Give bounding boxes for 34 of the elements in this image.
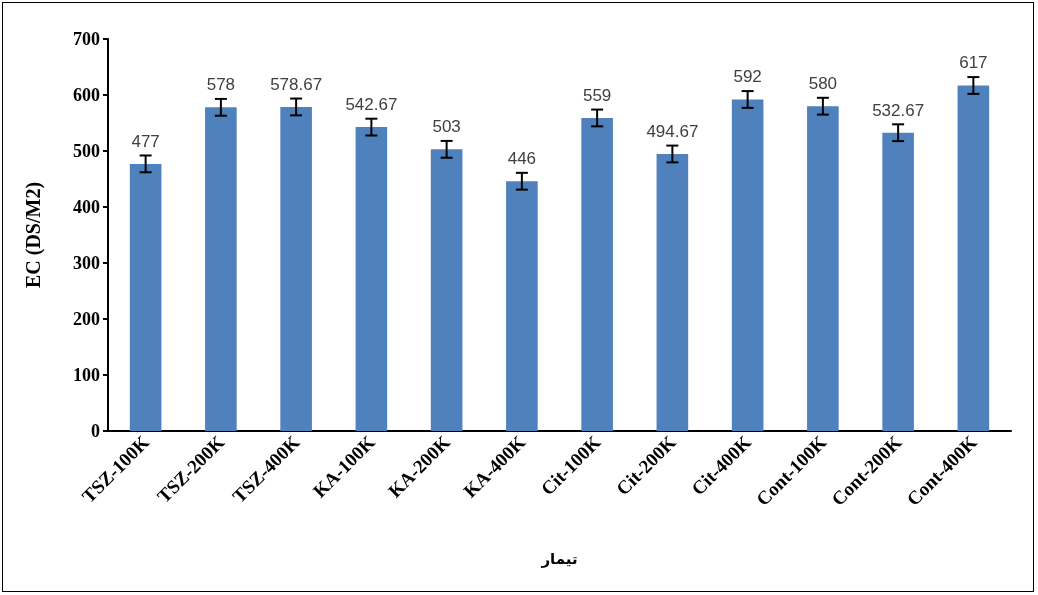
data-label: 617: [959, 53, 988, 73]
data-label: 494.67: [646, 121, 699, 141]
data-label: 477: [131, 131, 160, 151]
bar: [807, 106, 839, 431]
data-label: 503: [432, 117, 461, 137]
bar: [355, 127, 388, 431]
y-tick-label: 300: [73, 253, 100, 273]
bar: [430, 149, 463, 431]
y-tick-label: 200: [73, 309, 100, 329]
bar: [957, 85, 990, 431]
bar: [205, 107, 237, 431]
bar: [882, 132, 914, 431]
y-tick-label: 600: [73, 85, 100, 105]
data-label: 592: [733, 67, 762, 87]
bar: [129, 163, 162, 431]
bar: [280, 106, 312, 431]
y-tick-label: 100: [73, 365, 100, 385]
y-tick-label: 700: [73, 29, 100, 49]
data-label: 580: [808, 74, 838, 94]
data-label: 446: [507, 149, 537, 169]
y-tick-label: 400: [73, 197, 100, 217]
y-tick-label: 500: [73, 141, 100, 161]
data-label: 578: [206, 75, 236, 95]
data-label: 578.67: [270, 74, 323, 94]
y-axis-title: EC (DS/M2): [22, 181, 45, 289]
data-label: 532.67: [872, 100, 925, 120]
data-label: 542.67: [345, 95, 398, 115]
y-tick-label: 0: [91, 421, 100, 441]
data-label: 559: [582, 85, 612, 105]
bar: [506, 181, 538, 431]
bar: [731, 99, 764, 431]
bar: [581, 117, 613, 431]
bar: [656, 153, 689, 431]
x-axis-title: تیمار: [540, 549, 578, 568]
